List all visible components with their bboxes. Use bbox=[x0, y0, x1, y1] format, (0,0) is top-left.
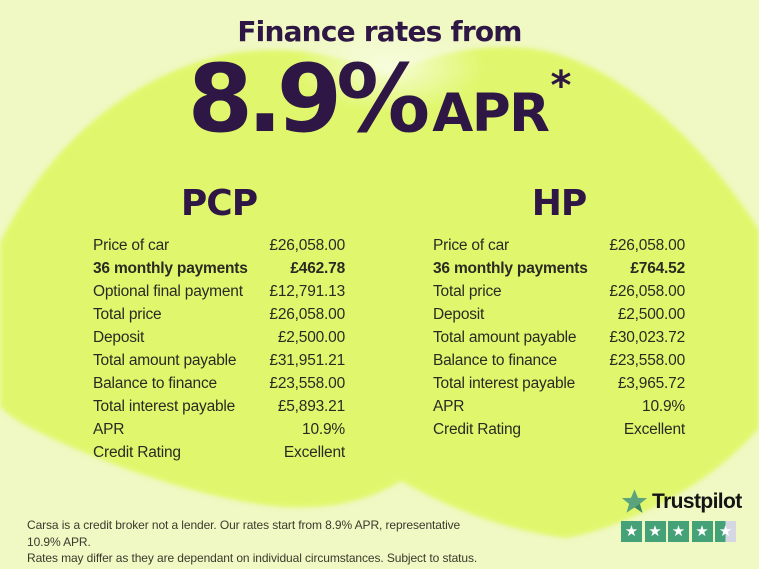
table-row: Deposit £2,500.00 bbox=[93, 329, 345, 352]
row-label: APR bbox=[433, 398, 465, 415]
star-box-full: ★ bbox=[621, 521, 642, 542]
star-icon: ★ bbox=[648, 522, 662, 540]
trustpilot-logo: Trustpilot bbox=[621, 488, 745, 515]
table-row: Credit Rating Excellent bbox=[433, 421, 685, 444]
row-label: 36 monthly payments bbox=[93, 260, 248, 277]
row-label: Total interest payable bbox=[93, 398, 236, 415]
table-row: Total interest payable £5,893.21 bbox=[93, 398, 345, 421]
star-box-full: ★ bbox=[644, 521, 666, 542]
table-row: 36 monthly payments £462.78 bbox=[93, 260, 345, 283]
rate-asterisk: * bbox=[550, 63, 572, 109]
row-value: Excellent bbox=[283, 444, 345, 461]
row-label: Optional final payment bbox=[93, 283, 243, 300]
row-label: APR bbox=[93, 421, 125, 438]
row-value: 10.9% bbox=[302, 421, 345, 438]
row-value: Excellent bbox=[623, 421, 685, 438]
table-row: 36 monthly payments £764.52 bbox=[433, 260, 685, 283]
row-value: £3,965.72 bbox=[617, 375, 685, 392]
row-label: Total amount payable bbox=[433, 329, 577, 346]
disclaimer-line-1: Carsa is a credit broker not a lender. O… bbox=[27, 518, 461, 549]
table-row: Balance to finance £23,558.00 bbox=[433, 352, 685, 375]
disclaimer-line-2: Rates may differ as they are dependant o… bbox=[27, 551, 478, 565]
row-value: £23,558.00 bbox=[609, 352, 685, 369]
row-value: 10.9% bbox=[642, 398, 685, 415]
row-label: Price of car bbox=[93, 237, 169, 254]
hp-column: HP Price of car £26,058.00 36 monthly pay… bbox=[433, 182, 685, 444]
row-value: £26,058.00 bbox=[269, 237, 345, 254]
row-value: £764.52 bbox=[630, 260, 685, 277]
pcp-table: Price of car £26,058.00 36 monthly paymen… bbox=[93, 237, 345, 467]
table-row: Total amount payable £31,951.21 bbox=[93, 352, 345, 375]
row-value: £26,058.00 bbox=[269, 306, 345, 323]
pcp-column-title: PCP bbox=[180, 183, 258, 224]
row-label: Deposit bbox=[93, 329, 145, 346]
rate-value: 8.9% bbox=[187, 45, 431, 154]
table-row: Optional final payment £12,791.13 bbox=[93, 283, 345, 306]
headline-rate: 8.9% APR * bbox=[0, 52, 759, 148]
table-row: Total amount payable £30,023.72 bbox=[433, 329, 685, 352]
table-row: Price of car £26,058.00 bbox=[433, 237, 685, 260]
row-label: Total price bbox=[433, 283, 502, 300]
star-icon: ★ bbox=[624, 522, 639, 540]
table-row: Total interest payable £3,965.72 bbox=[433, 375, 685, 398]
row-value: £31,951.21 bbox=[269, 352, 345, 369]
row-value: £2,500.00 bbox=[617, 306, 685, 323]
star-icon: ★ bbox=[718, 522, 733, 540]
row-label: Balance to finance bbox=[433, 352, 557, 369]
row-label: Credit Rating bbox=[433, 421, 521, 438]
row-value: £23,558.00 bbox=[269, 375, 345, 392]
row-label: Deposit bbox=[433, 306, 485, 323]
table-row: Total price £26,058.00 bbox=[93, 306, 345, 329]
row-label: Balance to finance bbox=[93, 375, 217, 392]
table-row: Total price £26,058.00 bbox=[433, 283, 685, 306]
hp-table: Price of car £26,058.00 36 monthly paymen… bbox=[433, 237, 685, 444]
table-row: Balance to finance £23,558.00 bbox=[93, 375, 345, 398]
row-value: £462.78 bbox=[290, 260, 345, 277]
trustpilot-rating-4-5-stars: ★ ★ ★ ★ ★ bbox=[621, 521, 745, 542]
row-value: £26,058.00 bbox=[609, 283, 685, 300]
star-box-full: ★ bbox=[691, 521, 713, 542]
row-value: £2,500.00 bbox=[277, 329, 345, 346]
legal-disclaimer: Carsa is a credit broker not a lender. O… bbox=[27, 517, 487, 567]
star-icon: ★ bbox=[671, 522, 686, 540]
row-label: Total amount payable bbox=[93, 352, 237, 369]
row-label: Credit Rating bbox=[93, 444, 181, 461]
table-row: APR 10.9% bbox=[93, 421, 345, 444]
trustpilot-wordmark: Trustpilot bbox=[652, 489, 742, 513]
row-value: £30,023.72 bbox=[609, 329, 685, 346]
hp-column-title: HP bbox=[531, 183, 588, 224]
trustpilot-star-icon bbox=[621, 489, 648, 513]
star-icon: ★ bbox=[695, 522, 709, 540]
row-label: Total interest payable bbox=[433, 375, 576, 392]
row-value: £5,893.21 bbox=[277, 398, 345, 415]
pcp-column: PCP Price of car £26,058.00 36 monthly pa… bbox=[93, 182, 345, 467]
star-box-full: ★ bbox=[668, 521, 689, 542]
table-row: APR 10.9% bbox=[433, 398, 685, 421]
table-row: Price of car £26,058.00 bbox=[93, 237, 345, 260]
star-box-half: ★ bbox=[715, 521, 736, 542]
row-label: Total price bbox=[93, 306, 162, 323]
table-row: Deposit £2,500.00 bbox=[433, 306, 685, 329]
page-title: Finance rates from bbox=[237, 15, 522, 48]
row-value: £26,058.00 bbox=[609, 237, 685, 254]
row-label: Price of car bbox=[433, 237, 509, 254]
trustpilot-badge: Trustpilot ★ ★ ★ ★ ★ bbox=[621, 488, 745, 542]
row-value: £12,791.13 bbox=[269, 283, 345, 300]
rate-suffix: APR bbox=[432, 83, 550, 144]
table-row: Credit Rating Excellent bbox=[93, 444, 345, 467]
row-label: 36 monthly payments bbox=[433, 260, 588, 277]
